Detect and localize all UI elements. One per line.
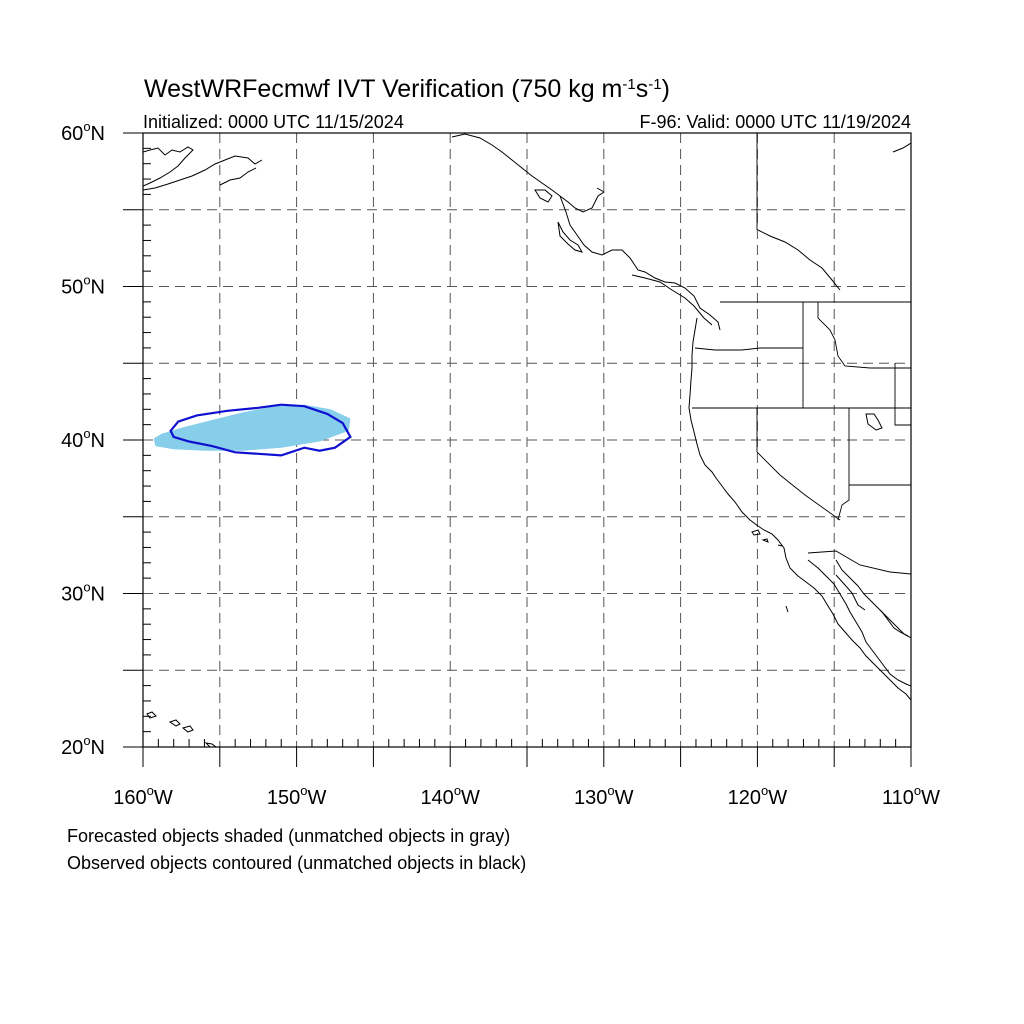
us-west-coast [688, 317, 911, 701]
forecast-object-shaded [153, 404, 351, 451]
state-borders [692, 302, 911, 575]
axis-ticks [123, 132, 912, 767]
footnote-forecast: Forecasted objects shaded (unmatched obj… [67, 826, 510, 846]
footnote-observed: Observed objects contoured (unmatched ob… [67, 853, 526, 873]
longitude-labels: 160oW 150oW 140oW 130oW 120oW 110oW [113, 783, 940, 809]
lon-label: 140oW [420, 783, 480, 809]
figure-title: WestWRFecmwf IVT Verification (750 kg m-… [144, 75, 670, 103]
lat-label: 50oN [61, 273, 105, 299]
coastlines [143, 133, 911, 747]
init-time-label: Initialized: 0000 UTC 11/15/2024 [143, 112, 404, 132]
valid-time-label: F-96: Valid: 0000 UTC 11/19/2024 [640, 112, 912, 132]
bc-coast [451, 133, 721, 331]
latitude-labels: 60oN 50oN 40oN 30oN 20oN [61, 119, 105, 759]
lat-label: 60oN [61, 119, 105, 145]
lat-label: 20oN [61, 733, 105, 759]
alaska-coast [143, 146, 263, 191]
mexico-coast [879, 609, 911, 639]
observed-object-contour [169, 403, 352, 457]
canada-lakes [757, 142, 911, 291]
great-salt-lake [865, 413, 883, 431]
lon-label: 110oW [882, 783, 940, 809]
lon-label: 160oW [113, 783, 173, 809]
political-borders [692, 133, 911, 575]
lon-label: 150oW [267, 783, 327, 809]
lat-label: 30oN [61, 580, 105, 606]
channel-islands [751, 529, 789, 613]
lat-label: 40oN [61, 426, 105, 452]
baja-coast [807, 559, 911, 687]
lon-label: 120oW [728, 783, 788, 809]
lon-label: 130oW [574, 783, 634, 809]
hawaii-islands [146, 711, 217, 747]
